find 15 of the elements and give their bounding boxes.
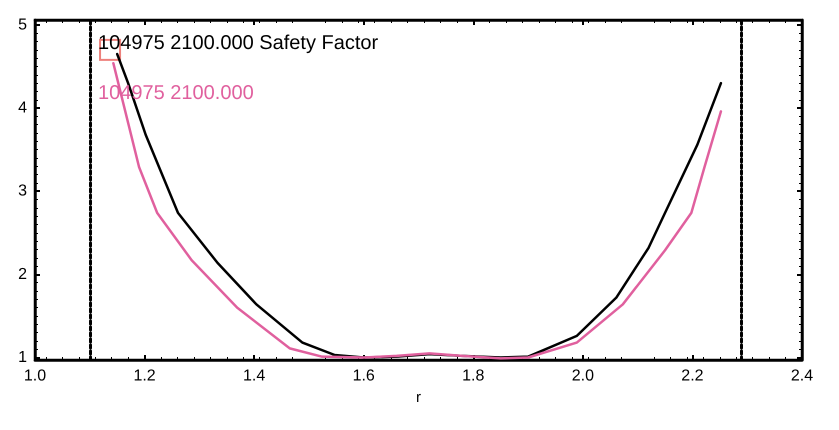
legend-label: 104975 2100.000 Safety Factor (98, 32, 379, 54)
y-tick-label: 1 (18, 349, 28, 366)
x-tick-label: 1.6 (352, 368, 375, 384)
y-tick-label: 2 (18, 266, 28, 283)
x-tick-label: 2.4 (790, 368, 814, 384)
x-tick-label: 1.2 (133, 368, 156, 384)
y-tick-label: 5 (18, 16, 28, 34)
x-tick-label: 1.0 (24, 368, 46, 384)
y-tick-label: 4 (18, 100, 28, 117)
y-tick-label: 3 (18, 182, 28, 200)
x-tick-label: 1.8 (462, 368, 485, 384)
x-tick-label: 1.4 (243, 368, 266, 384)
x-axis-title: r (416, 389, 421, 406)
x-tick-label: 2.0 (572, 368, 594, 384)
x-tick-label: 2.2 (681, 368, 704, 384)
